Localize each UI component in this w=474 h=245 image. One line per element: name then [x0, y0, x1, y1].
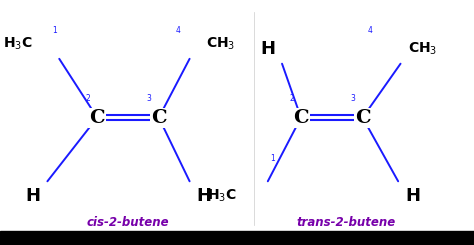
Text: 3: 3 [351, 94, 356, 102]
Text: H$_3$C: H$_3$C [3, 36, 33, 52]
Text: H: H [405, 187, 420, 205]
Text: C: C [355, 109, 370, 127]
Text: 4: 4 [367, 26, 372, 35]
Text: 2: 2 [85, 94, 90, 102]
Text: C: C [151, 109, 166, 127]
Text: H: H [196, 187, 211, 205]
Text: H: H [260, 40, 275, 58]
Text: cis-2-butene: cis-2-butene [87, 216, 169, 230]
Bar [0, 231, 474, 245]
Text: 1: 1 [52, 26, 57, 35]
Text: C: C [293, 109, 309, 127]
Text: 2: 2 [289, 94, 294, 102]
Text: www.alamy.com: www.alamy.com [392, 238, 432, 243]
Text: 4: 4 [175, 26, 180, 35]
Text: C: C [90, 109, 105, 127]
Text: H$_3$C: H$_3$C [207, 188, 237, 204]
Text: alamy: alamy [19, 233, 47, 242]
Text: H: H [26, 187, 41, 205]
Text: CH$_3$: CH$_3$ [408, 41, 437, 57]
Text: CH$_3$: CH$_3$ [206, 36, 236, 52]
Text: trans-2-butene: trans-2-butene [296, 216, 396, 230]
Text: 3: 3 [147, 94, 152, 102]
Text: 1: 1 [270, 154, 275, 162]
